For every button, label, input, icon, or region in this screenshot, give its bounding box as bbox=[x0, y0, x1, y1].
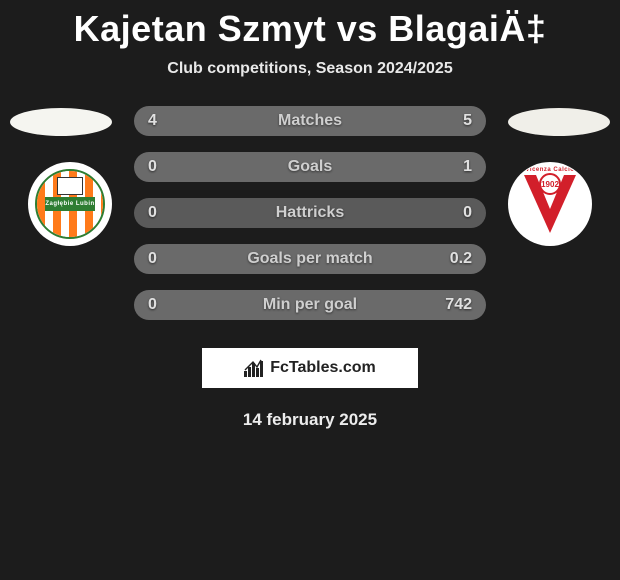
stat-left-value: 0 bbox=[148, 250, 157, 268]
player-right-head-silhouette bbox=[508, 108, 610, 136]
stat-right-value: 0 bbox=[463, 204, 472, 222]
stat-label: Goals bbox=[288, 158, 332, 176]
stat-row: 0 Min per goal 742 bbox=[134, 290, 486, 320]
stat-row: 0 Goals per match 0.2 bbox=[134, 244, 486, 274]
stat-left-value: 0 bbox=[148, 204, 157, 222]
stat-label: Matches bbox=[278, 112, 342, 130]
stat-right-value: 742 bbox=[445, 296, 472, 314]
stat-row: 4 Matches 5 bbox=[134, 106, 486, 136]
stat-left-value: 0 bbox=[148, 296, 157, 314]
stat-left-value: 0 bbox=[148, 158, 157, 176]
stat-label: Hattricks bbox=[276, 204, 344, 222]
stat-row: 0 Hattricks 0 bbox=[134, 198, 486, 228]
stat-label: Goals per match bbox=[247, 250, 372, 268]
vicenza-logo: Vicenza Calcio 1902 bbox=[509, 163, 591, 245]
stat-right-value: 1 bbox=[463, 158, 472, 176]
brand-text: FcTables.com bbox=[270, 359, 376, 377]
club-badge-left-circle: Zagłębie Lubin bbox=[28, 162, 112, 246]
club-left-name: Zagłębie Lubin bbox=[45, 201, 94, 207]
stats-list: 4 Matches 5 0 Goals 1 0 Hattricks 0 0 Go… bbox=[134, 106, 486, 320]
zaglebie-logo: Zagłębie Lubin bbox=[35, 169, 105, 239]
stat-left-value: 4 bbox=[148, 112, 157, 130]
club-badge-right: Vicenza Calcio 1902 bbox=[500, 162, 600, 246]
brand-box[interactable]: FcTables.com bbox=[202, 348, 418, 388]
page-subtitle: Club competitions, Season 2024/2025 bbox=[0, 60, 620, 78]
club-badge-left: Zagłębie Lubin bbox=[20, 162, 120, 246]
club-right-year: 1902 bbox=[539, 173, 561, 195]
comparison-date: 14 february 2025 bbox=[0, 410, 620, 430]
bar-chart-icon bbox=[244, 359, 264, 377]
stat-label: Min per goal bbox=[263, 296, 357, 314]
player-left-head-silhouette bbox=[10, 108, 112, 136]
content-area: Zagłębie Lubin Vicenza Calcio 1902 4 Mat… bbox=[0, 106, 620, 430]
stat-right-value: 5 bbox=[463, 112, 472, 130]
comparison-card: Kajetan Szmyt vs BlagaiÄ‡ Club competiti… bbox=[0, 0, 620, 580]
club-badge-right-circle: Vicenza Calcio 1902 bbox=[508, 162, 592, 246]
stat-right-value: 0.2 bbox=[450, 250, 472, 268]
page-title: Kajetan Szmyt vs BlagaiÄ‡ bbox=[0, 0, 620, 50]
stat-row: 0 Goals 1 bbox=[134, 152, 486, 182]
